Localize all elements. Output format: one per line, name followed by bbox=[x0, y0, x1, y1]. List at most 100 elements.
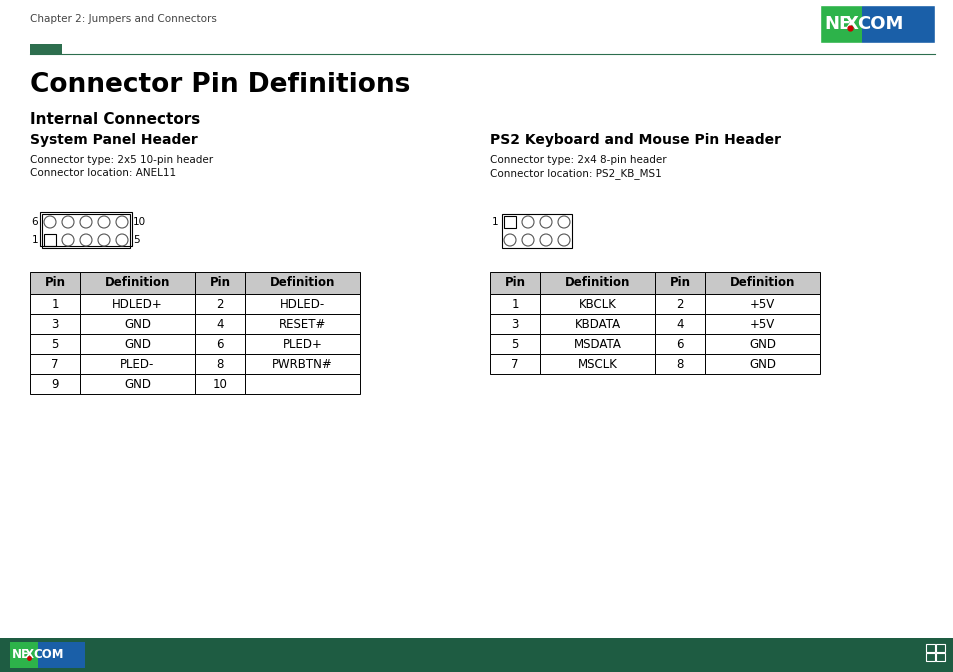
Bar bbox=[925, 653, 934, 661]
Text: 7: 7 bbox=[511, 358, 518, 370]
Text: Definition: Definition bbox=[105, 276, 170, 290]
Bar bbox=[245, 354, 359, 374]
Bar bbox=[194, 334, 245, 354]
Text: 5: 5 bbox=[511, 337, 518, 351]
Bar bbox=[704, 314, 820, 334]
Bar bbox=[10, 642, 85, 668]
Bar bbox=[30, 272, 80, 294]
Bar bbox=[704, 272, 820, 294]
Bar bbox=[490, 354, 539, 374]
Bar bbox=[30, 334, 80, 354]
Text: +5V: +5V bbox=[749, 317, 774, 331]
Text: GND: GND bbox=[124, 378, 151, 390]
Text: RESET#: RESET# bbox=[278, 317, 326, 331]
Text: Pin: Pin bbox=[45, 276, 66, 290]
Bar bbox=[194, 272, 245, 294]
Bar bbox=[245, 294, 359, 314]
Bar bbox=[30, 354, 80, 374]
Bar bbox=[655, 294, 704, 314]
Bar bbox=[820, 5, 934, 43]
Text: PS2 Keyboard and Mouse Pin Header: PS2 Keyboard and Mouse Pin Header bbox=[490, 133, 781, 147]
Text: Pin: Pin bbox=[210, 276, 231, 290]
Bar bbox=[490, 294, 539, 314]
Bar bbox=[539, 334, 655, 354]
Text: 10: 10 bbox=[132, 217, 146, 227]
Text: Connector Pin Definitions: Connector Pin Definitions bbox=[30, 72, 410, 98]
Text: 5: 5 bbox=[51, 337, 59, 351]
Text: MSCLK: MSCLK bbox=[577, 358, 617, 370]
Bar bbox=[194, 374, 245, 394]
Text: 8: 8 bbox=[216, 358, 223, 370]
Text: NE: NE bbox=[12, 648, 30, 661]
Text: Pin: Pin bbox=[669, 276, 690, 290]
Text: Connector type: 2x5 10-pin header: Connector type: 2x5 10-pin header bbox=[30, 155, 213, 165]
Text: 8: 8 bbox=[676, 358, 683, 370]
Text: Definition: Definition bbox=[270, 276, 335, 290]
Bar bbox=[30, 314, 80, 334]
Text: PWRBTN#: PWRBTN# bbox=[272, 358, 333, 370]
Bar bbox=[30, 294, 80, 314]
Text: Connector type: 2x4 8-pin header: Connector type: 2x4 8-pin header bbox=[490, 155, 666, 165]
Bar bbox=[10, 642, 38, 668]
Text: 9: 9 bbox=[51, 378, 59, 390]
Text: 1: 1 bbox=[51, 298, 59, 310]
Bar bbox=[490, 314, 539, 334]
Text: HDLED+: HDLED+ bbox=[112, 298, 163, 310]
Text: MSDATA: MSDATA bbox=[573, 337, 620, 351]
Text: 1: 1 bbox=[491, 217, 497, 227]
Text: NE: NE bbox=[823, 15, 850, 33]
Bar bbox=[44, 234, 56, 246]
Text: 5: 5 bbox=[132, 235, 139, 245]
Bar bbox=[80, 314, 194, 334]
Text: System Panel Header: System Panel Header bbox=[30, 133, 197, 147]
Bar bbox=[245, 334, 359, 354]
Bar bbox=[655, 272, 704, 294]
Bar bbox=[820, 5, 862, 43]
Bar bbox=[704, 294, 820, 314]
Bar bbox=[704, 334, 820, 354]
Bar bbox=[655, 314, 704, 334]
Bar bbox=[30, 44, 62, 54]
Text: 3: 3 bbox=[511, 317, 518, 331]
Text: 3: 3 bbox=[51, 317, 59, 331]
Text: Chapter 2: Jumpers and Connectors: Chapter 2: Jumpers and Connectors bbox=[30, 14, 216, 24]
Bar bbox=[539, 314, 655, 334]
Text: KBCLK: KBCLK bbox=[578, 298, 616, 310]
Bar bbox=[501, 214, 572, 248]
Text: Connector location: ANEL11: Connector location: ANEL11 bbox=[30, 168, 176, 178]
Text: Definition: Definition bbox=[729, 276, 795, 290]
Text: 7: 7 bbox=[51, 358, 59, 370]
Text: HDLED-: HDLED- bbox=[279, 298, 325, 310]
Bar bbox=[245, 272, 359, 294]
Text: GND: GND bbox=[124, 317, 151, 331]
Text: KBDATA: KBDATA bbox=[574, 317, 619, 331]
Text: Connector location: PS2_KB_MS1: Connector location: PS2_KB_MS1 bbox=[490, 168, 661, 179]
Bar bbox=[80, 354, 194, 374]
Bar bbox=[655, 334, 704, 354]
Text: GND: GND bbox=[748, 337, 775, 351]
Bar bbox=[539, 354, 655, 374]
Bar bbox=[80, 272, 194, 294]
Text: 1: 1 bbox=[511, 298, 518, 310]
Bar bbox=[490, 334, 539, 354]
Text: 2: 2 bbox=[676, 298, 683, 310]
Bar bbox=[503, 216, 516, 228]
Text: PLED-: PLED- bbox=[120, 358, 154, 370]
Bar bbox=[80, 374, 194, 394]
Bar bbox=[194, 354, 245, 374]
Bar bbox=[194, 294, 245, 314]
Text: COM: COM bbox=[856, 15, 902, 33]
Text: 1: 1 bbox=[31, 235, 38, 245]
Bar bbox=[925, 644, 934, 652]
Bar bbox=[0, 638, 953, 672]
Bar bbox=[40, 212, 132, 246]
Bar bbox=[539, 294, 655, 314]
Bar bbox=[539, 272, 655, 294]
Text: 4: 4 bbox=[676, 317, 683, 331]
Text: GND: GND bbox=[748, 358, 775, 370]
Bar bbox=[80, 294, 194, 314]
Bar bbox=[80, 334, 194, 354]
Text: 6: 6 bbox=[216, 337, 224, 351]
Text: X: X bbox=[25, 648, 34, 661]
Bar bbox=[820, 5, 934, 43]
